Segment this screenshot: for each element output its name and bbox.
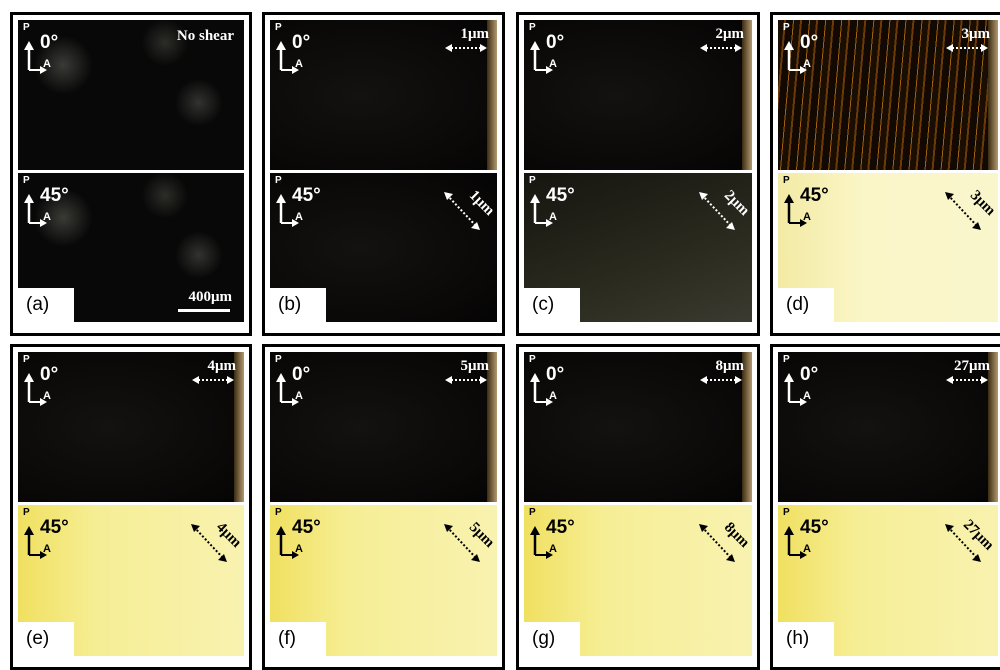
bottom-image: P A 45° 400μm (a) [18,173,244,322]
panel-label: (g) [524,622,580,656]
angle-label: 0° [40,32,58,54]
polarizer-label: P [23,22,30,33]
bottom-image: PA45°27μm(h) [778,505,998,656]
overlay [778,20,998,170]
overlay [18,352,244,502]
angle-label: 45° [40,185,69,207]
top-image: P A 0° No shear [18,20,244,170]
panel-label: (a) [18,288,74,322]
overlay [270,352,497,502]
analyzer-label: A [43,58,51,70]
polarizer-label: P [23,175,30,186]
overlay [778,352,998,502]
overlay [524,20,752,170]
panel-label: (b) [270,288,326,322]
scale-label: 400μm [189,289,233,306]
panel-label: (c) [524,288,580,322]
analyzer-label: A [43,211,51,223]
scale-bar [178,309,230,312]
overlay [270,20,497,170]
panel-label: (f) [270,622,326,656]
panel: PA0°2μmPA45°2μm(c) [516,12,760,336]
figure: P A 0° No shear P A 45° 400μm (a) PA0°1μmPA45°1μm… [0,0,1000,664]
panel: P A 0° No shear P A 45° 400μm (a) [10,12,252,336]
panel-label: (d) [778,288,834,322]
panel-label: (e) [18,622,74,656]
bottom-image: PA45°2μm(c) [524,173,752,322]
panel-label: (h) [778,622,834,656]
overlay [524,352,752,502]
note: No shear [177,28,234,45]
